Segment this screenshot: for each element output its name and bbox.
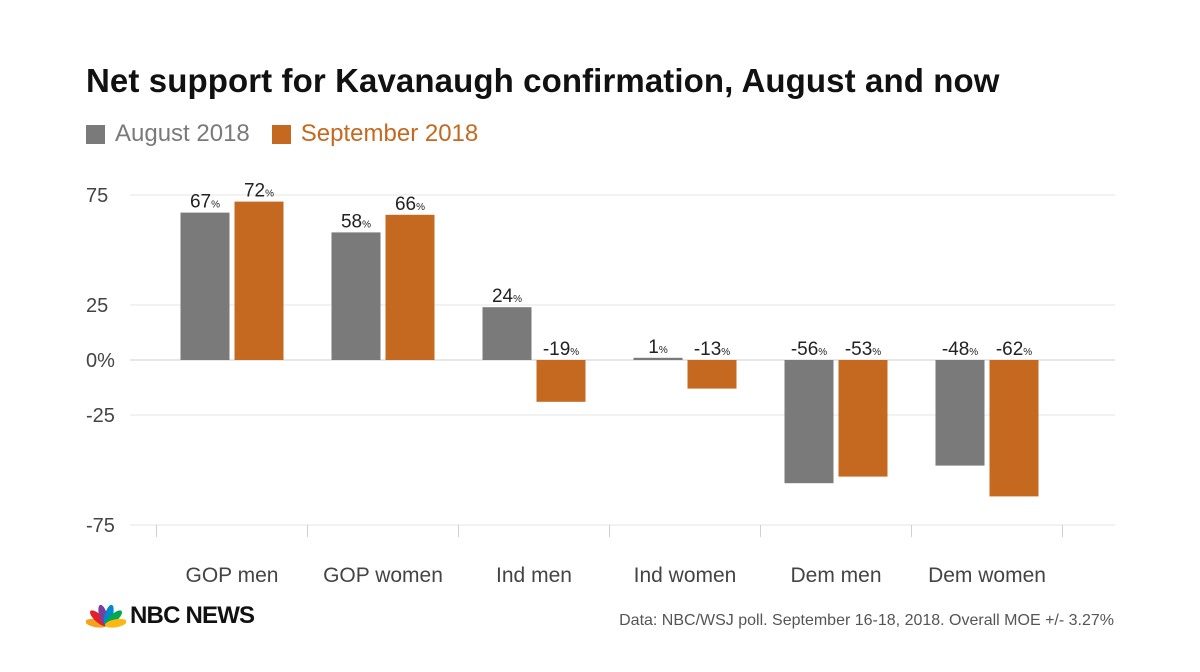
bar bbox=[234, 201, 284, 360]
bar bbox=[935, 360, 985, 466]
legend-label-august: August 2018 bbox=[115, 120, 250, 147]
data-label: -19% bbox=[543, 339, 579, 360]
bar bbox=[989, 360, 1039, 497]
x-category-label: Ind women bbox=[634, 564, 737, 587]
bar bbox=[536, 360, 586, 402]
bar bbox=[633, 357, 683, 360]
source-note: Data: NBC/WSJ poll. September 16-18, 201… bbox=[619, 612, 1114, 629]
nbc-news-logo: NBC NEWS bbox=[86, 602, 255, 630]
logo-text: NBC NEWS bbox=[130, 602, 255, 629]
y-tick-label: -75 bbox=[86, 515, 115, 537]
nbc-peacock-icon bbox=[86, 604, 126, 628]
y-tick-label: 75 bbox=[86, 185, 108, 207]
legend-item-august: August 2018 bbox=[86, 120, 250, 148]
bar bbox=[180, 212, 230, 360]
bar bbox=[687, 360, 737, 389]
data-label: 58% bbox=[341, 211, 371, 232]
legend-swatch-august bbox=[86, 124, 105, 144]
data-label: 72% bbox=[244, 181, 274, 202]
bar bbox=[482, 307, 532, 360]
x-category-label: Dem men bbox=[790, 564, 881, 587]
bar bbox=[385, 214, 435, 360]
data-label: -53% bbox=[845, 339, 881, 360]
bar bbox=[784, 360, 834, 484]
data-label: -62% bbox=[996, 339, 1032, 360]
y-tick-label: 25 bbox=[86, 295, 108, 317]
bar bbox=[838, 360, 888, 477]
legend-item-september: September 2018 bbox=[271, 120, 479, 148]
legend: August 2018 September 2018 bbox=[86, 120, 500, 148]
data-label: 66% bbox=[395, 194, 425, 215]
legend-swatch-september bbox=[271, 124, 291, 144]
chart-title: Net support for Kavanaugh confirmation, … bbox=[86, 62, 1000, 99]
data-label: 1% bbox=[648, 337, 668, 358]
data-label: -13% bbox=[694, 339, 730, 360]
bar bbox=[331, 232, 381, 360]
data-label: -48% bbox=[942, 339, 978, 360]
y-tick-label: 0% bbox=[86, 350, 115, 372]
legend-label-september: September 2018 bbox=[300, 120, 479, 147]
data-label: 24% bbox=[492, 286, 522, 307]
data-label: -56% bbox=[791, 339, 827, 360]
x-category-label: GOP women bbox=[323, 564, 443, 587]
x-category-label: GOP men bbox=[186, 564, 279, 587]
x-category-label: Ind men bbox=[496, 564, 572, 587]
y-tick-label: -25 bbox=[86, 405, 115, 427]
x-category-label: Dem women bbox=[928, 564, 1046, 587]
